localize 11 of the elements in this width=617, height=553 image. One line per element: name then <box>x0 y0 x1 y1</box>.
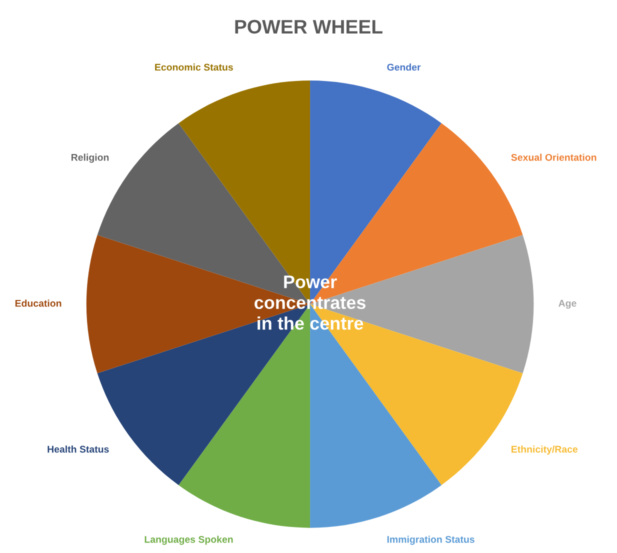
slice-label: Religion <box>71 154 109 163</box>
slice-label: Ethnicity/Race <box>512 446 578 455</box>
chart-title: POWER WHEEL <box>235 20 382 34</box>
slice-label: Immigration Status <box>387 536 474 545</box>
slice-label: Education <box>15 300 62 307</box>
slice-label: Languages Spoken <box>144 536 233 545</box>
slice-label: Health Status <box>48 446 109 453</box>
slice-label: Age <box>558 300 576 309</box>
slice-label: Gender <box>387 64 421 71</box>
slice-label: Economic Status <box>155 64 233 71</box>
slice-label: Sexual Orientation <box>511 154 596 161</box>
